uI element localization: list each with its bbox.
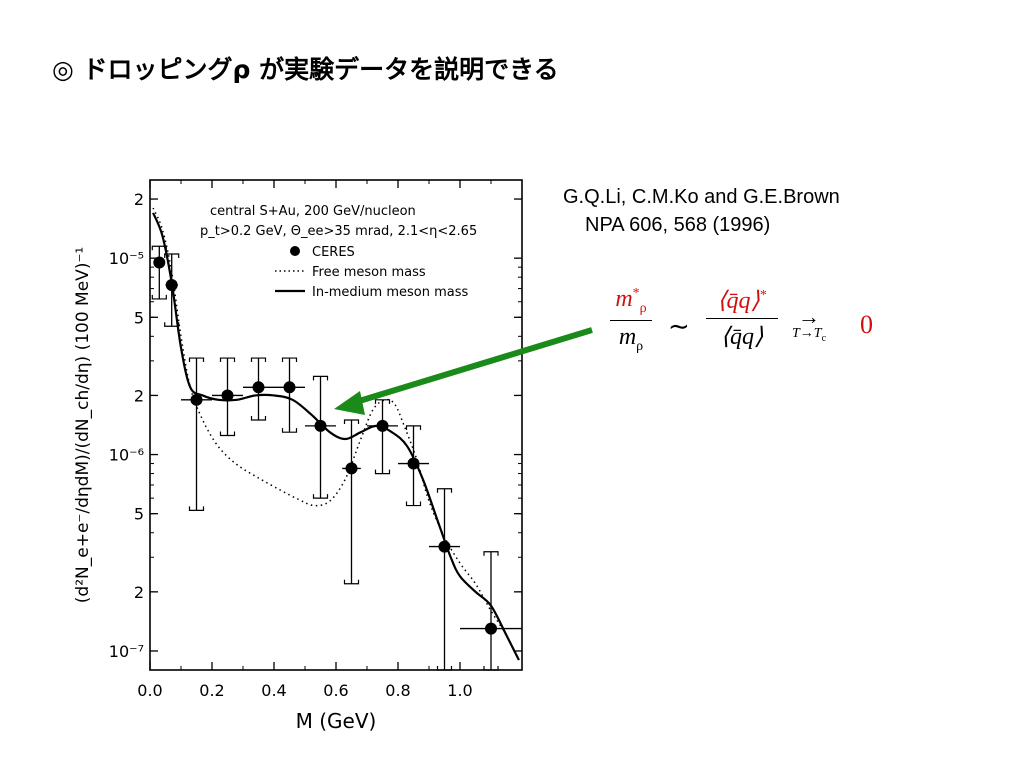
arrow-head [334,391,365,415]
arrow-shaft [356,330,592,402]
annotation-arrow [0,0,1024,768]
